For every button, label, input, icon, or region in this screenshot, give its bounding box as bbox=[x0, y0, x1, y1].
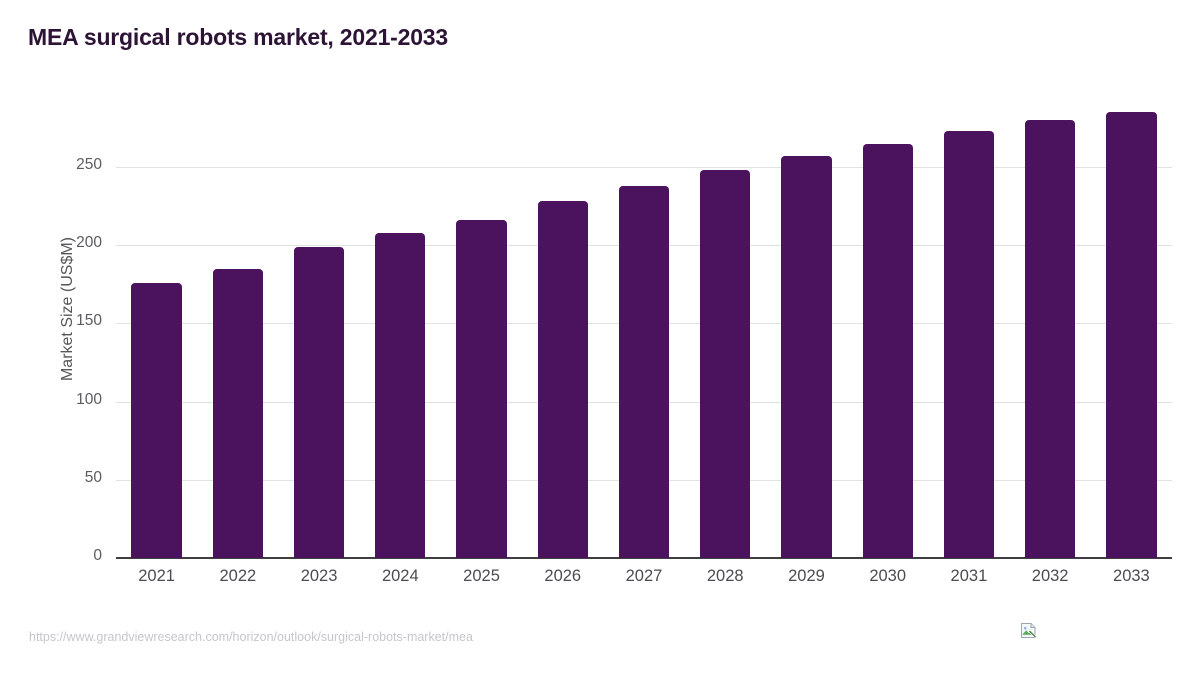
broken-image-icon bbox=[1020, 622, 1037, 639]
bar-2022[interactable] bbox=[212, 268, 264, 558]
y-axis-tick-label: 50 bbox=[84, 468, 102, 486]
x-axis-tick-label: 2031 bbox=[950, 567, 988, 585]
y-axis-tick-label: 150 bbox=[76, 312, 102, 330]
x-axis-tick-label: 2032 bbox=[1031, 567, 1069, 585]
page-title: MEA surgical robots market, 2021-2033 bbox=[28, 24, 448, 50]
x-axis-tick-label: 2021 bbox=[138, 567, 175, 585]
x-axis-tick-label: 2030 bbox=[869, 567, 907, 585]
x-axis-tick-label: 2023 bbox=[300, 567, 338, 585]
x-axis-tick-label: 2029 bbox=[788, 567, 825, 585]
bar-2021[interactable] bbox=[131, 282, 182, 558]
x-axis-tick-label: 2025 bbox=[463, 567, 500, 585]
bar-2028[interactable] bbox=[700, 170, 751, 558]
bar-2024[interactable] bbox=[375, 232, 426, 558]
x-axis-line bbox=[116, 557, 1172, 559]
bar-2031[interactable] bbox=[943, 131, 995, 558]
x-axis-tick-label: 2033 bbox=[1113, 567, 1150, 585]
x-axis-tick-label: 2027 bbox=[625, 567, 663, 585]
bar-2033[interactable] bbox=[1106, 112, 1157, 558]
bar-2027[interactable] bbox=[618, 185, 670, 558]
bar-2023[interactable] bbox=[293, 246, 345, 558]
gridline bbox=[116, 167, 1172, 168]
source-url-text: https://www.grandviewresearch.com/horizo… bbox=[29, 630, 473, 644]
bar-2029[interactable] bbox=[781, 156, 832, 558]
y-axis-tick-label: 100 bbox=[76, 390, 102, 408]
bar-2025[interactable] bbox=[456, 220, 507, 558]
y-axis-tick-label: 0 bbox=[93, 547, 102, 564]
y-axis-tick-label: 250 bbox=[76, 156, 102, 173]
bar-2030[interactable] bbox=[862, 143, 913, 558]
bar-2032[interactable] bbox=[1024, 120, 1076, 558]
x-axis-tick-label: 2022 bbox=[219, 567, 257, 585]
x-axis-tick-label: 2026 bbox=[544, 567, 582, 585]
x-axis-tick-label: 2028 bbox=[706, 567, 744, 585]
y-axis-tick-label: 200 bbox=[76, 234, 102, 252]
bar-2026[interactable] bbox=[537, 201, 588, 558]
x-axis-tick-label: 2024 bbox=[381, 567, 419, 585]
